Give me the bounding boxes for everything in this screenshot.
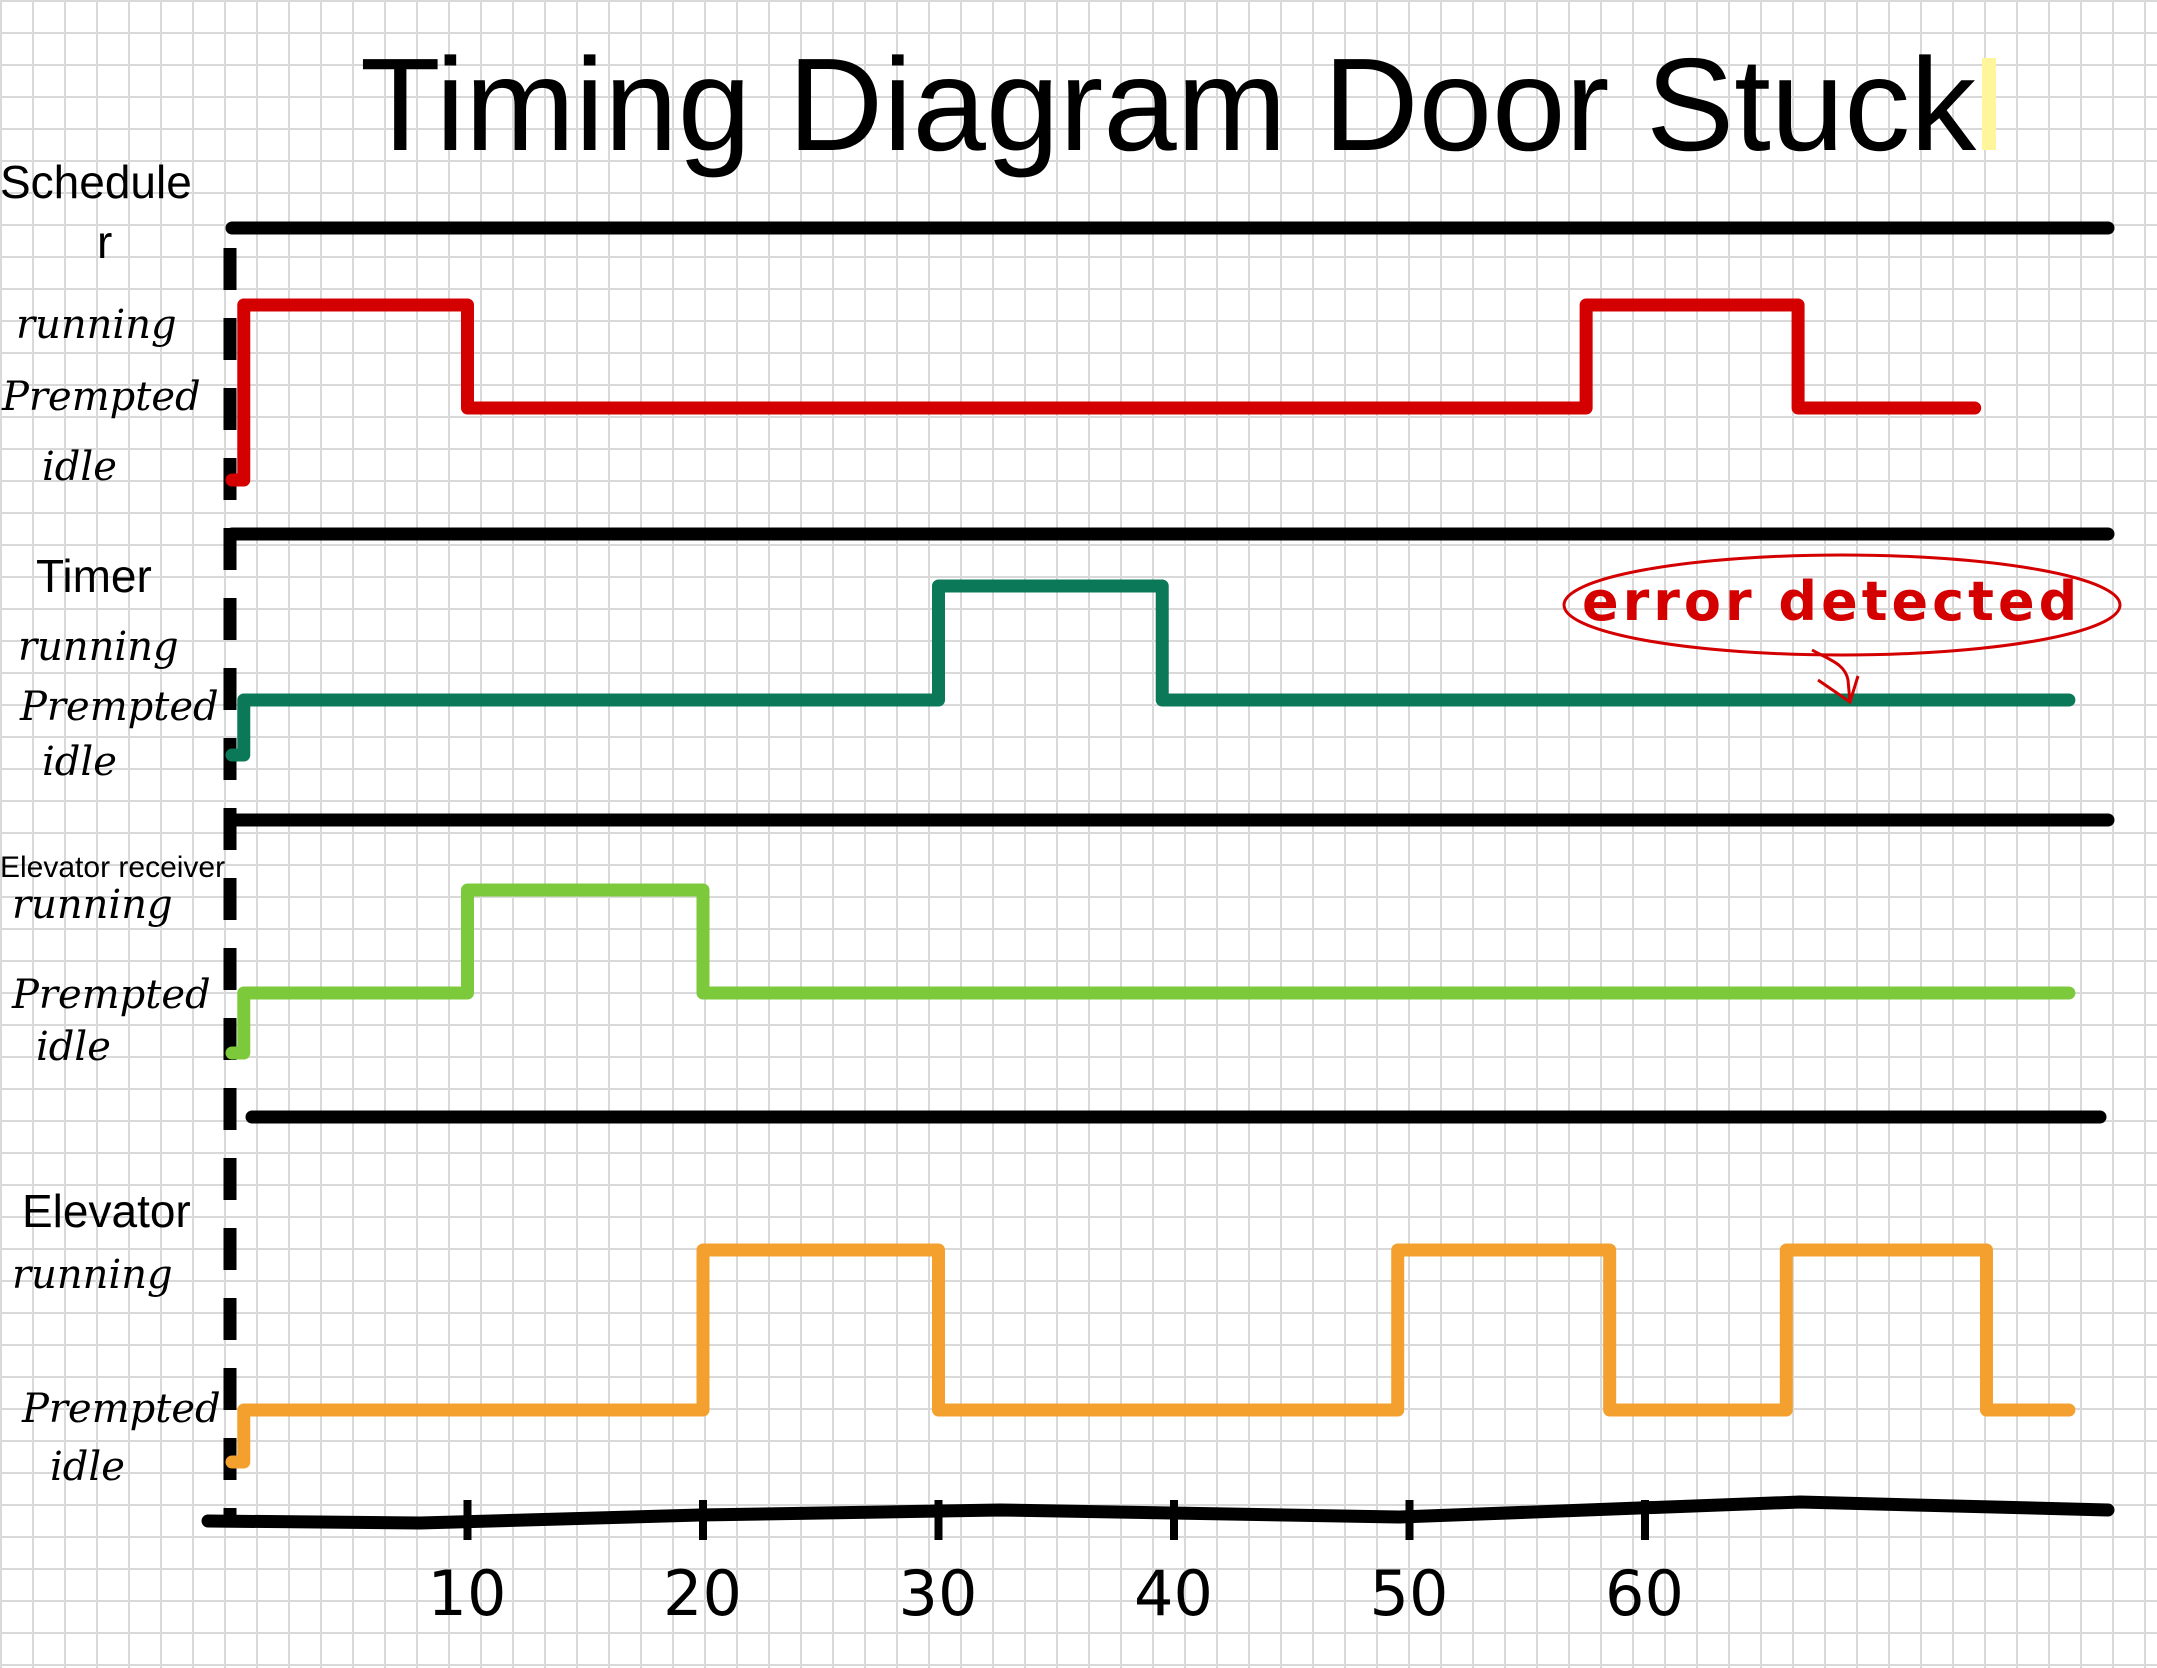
lane-name-scheduler: Schedule: [0, 156, 192, 208]
x-tick-label-20: 20: [663, 1557, 742, 1630]
signal-scheduler: [225, 298, 1982, 487]
signal-elevator: [225, 1243, 2076, 1469]
state-label-preempted: Prempted: [21, 1386, 221, 1432]
state-label-preempted: Prempted: [1, 374, 201, 420]
signal-elevator-receiver: [225, 883, 2076, 1060]
annotation-ellipse: [1562, 553, 2122, 657]
x-tick-label-10: 10: [428, 1557, 507, 1630]
x-tick-label-60: 60: [1605, 1557, 1684, 1630]
signal-timer: [225, 579, 2076, 762]
state-label-running: running: [16, 302, 177, 348]
highlighter-mark: [1982, 58, 1996, 150]
state-label-idle: idle: [42, 444, 117, 490]
lane-timer: Timer running Prempted idle: [18, 550, 2076, 785]
x-tick-label-50: 50: [1370, 1557, 1449, 1630]
x-tick-label-30: 30: [899, 1557, 978, 1630]
lane-name-scheduler-cont: r: [97, 216, 112, 268]
annotation-text: error detected: [1582, 570, 2081, 633]
lane-name-elevator: Elevator: [22, 1185, 191, 1237]
diagram-title: Timing Diagram Door Stuck: [360, 31, 1977, 178]
error-annotation: error detected: [1562, 553, 2122, 705]
state-label-running: running: [18, 624, 179, 670]
annotation-arrow: [1811, 648, 1860, 705]
x-axis-ticks: 10 20 30 40 50 60: [428, 1500, 1684, 1630]
lane-elevator-receiver: Elevator receiver running Prempted idle: [0, 851, 2076, 1070]
lane-separators: [225, 221, 2115, 1124]
lane-name-timer: Timer: [36, 550, 152, 602]
state-label-idle: idle: [50, 1444, 125, 1490]
lane-scheduler: Schedule r running Prempted idle: [0, 156, 1982, 490]
state-label-preempted: Prempted: [19, 684, 219, 730]
state-label-running: running: [12, 1252, 173, 1298]
lane-elevator: Elevator running Prempted idle: [12, 1185, 2076, 1490]
state-label-idle: idle: [36, 1024, 111, 1070]
lane-name-elevator-receiver: Elevator receiver: [0, 851, 225, 884]
state-label-idle: idle: [42, 739, 117, 785]
x-axis-line: [201, 1495, 2115, 1530]
x-tick-label-40: 40: [1134, 1557, 1213, 1630]
state-label-running: running: [12, 882, 173, 928]
state-label-preempted: Prempted: [11, 972, 211, 1018]
